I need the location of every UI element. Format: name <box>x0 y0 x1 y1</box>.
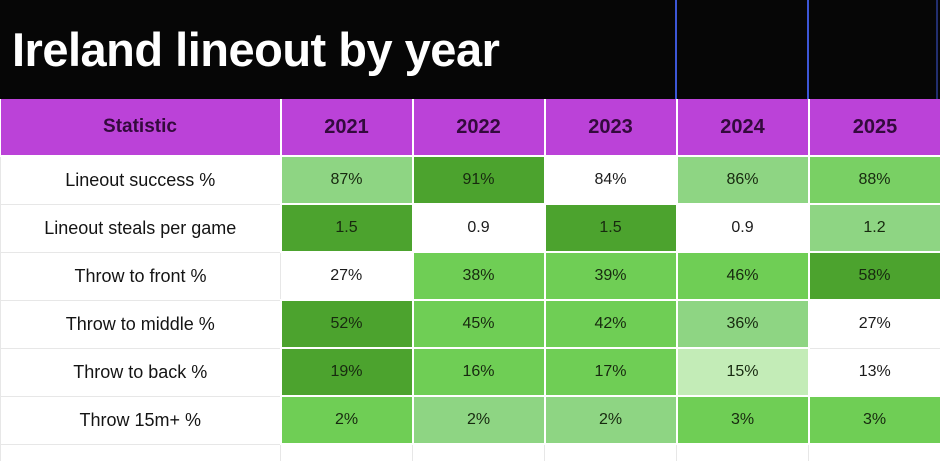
empty-cell <box>544 443 677 461</box>
title-bar: Ireland lineout by year <box>0 0 940 99</box>
value-cell: 13% <box>808 347 940 397</box>
value-cell: 19% <box>279 347 414 397</box>
value-cell: 39% <box>543 251 678 301</box>
empty-cell <box>412 443 545 461</box>
value-cell: 0.9 <box>412 203 545 253</box>
table-row: Lineout success % 87% 91% 84% 86% 88% <box>0 155 940 205</box>
value-cell: 52% <box>279 299 414 349</box>
value-cell: 86% <box>675 155 810 205</box>
value-cell: 1.5 <box>279 203 414 253</box>
stats-table: Statistic 2021 2022 2023 2024 2025 Lineout su… <box>0 99 940 461</box>
value-cell: 42% <box>543 299 678 349</box>
column-guide-line <box>675 0 677 99</box>
value-cell: 15% <box>675 347 810 397</box>
column-guide-line <box>807 0 809 99</box>
table-row: Throw to middle % 52% 45% 42% 36% 27% <box>0 299 940 349</box>
stat-label-cell: Throw to back % <box>0 347 281 397</box>
value-cell: 36% <box>675 299 810 349</box>
right-edge-guide-line <box>936 0 938 99</box>
value-cell: 0.9 <box>676 203 809 253</box>
stat-label-cell: Throw to front % <box>0 251 281 301</box>
value-cell: 84% <box>544 155 677 205</box>
value-cell: 27% <box>280 251 413 301</box>
column-header-2023: 2023 <box>543 99 678 157</box>
stat-label-cell: Lineout success % <box>0 155 281 205</box>
value-cell: 88% <box>807 155 940 205</box>
value-cell: 45% <box>411 299 546 349</box>
value-cell: 27% <box>808 299 940 349</box>
table-row: Lineout steals per game 1.5 0.9 1.5 0.9 1.2 <box>0 203 940 253</box>
column-header-2025: 2025 <box>807 99 940 157</box>
stat-label-cell: Throw 15m+ % <box>0 395 281 445</box>
empty-cell <box>0 443 281 461</box>
value-cell: 38% <box>411 251 546 301</box>
value-cell: 46% <box>675 251 810 301</box>
value-cell: 1.2 <box>807 203 940 253</box>
value-cell: 17% <box>543 347 678 397</box>
table-row: Throw to front % 27% 38% 39% 46% 58% <box>0 251 940 301</box>
column-header-2022: 2022 <box>411 99 546 157</box>
value-cell: 91% <box>411 155 546 205</box>
value-cell: 1.5 <box>543 203 678 253</box>
footer-row: Source: Opta <box>0 443 940 461</box>
stat-label-cell: Throw to middle % <box>0 299 281 349</box>
source-credit: Source: Opta <box>808 443 940 461</box>
value-cell: 16% <box>411 347 546 397</box>
column-header-2021: 2021 <box>279 99 414 157</box>
value-cell: 2% <box>411 395 546 445</box>
stat-label-cell: Lineout steals per game <box>0 203 281 253</box>
value-cell: 2% <box>279 395 414 445</box>
column-header-2024: 2024 <box>675 99 810 157</box>
value-cell: 3% <box>675 395 810 445</box>
column-header-statistic: Statistic <box>0 99 282 157</box>
table-row: Throw 15m+ % 2% 2% 2% 3% 3% <box>0 395 940 445</box>
empty-cell <box>676 443 809 461</box>
value-cell: 87% <box>279 155 414 205</box>
table-row: Throw to back % 19% 16% 17% 15% 13% <box>0 347 940 397</box>
value-cell: 58% <box>807 251 940 301</box>
empty-cell <box>280 443 413 461</box>
value-cell: 2% <box>543 395 678 445</box>
table-header-row: Statistic 2021 2022 2023 2024 2025 <box>0 99 940 157</box>
page-title: Ireland lineout by year <box>12 23 500 76</box>
value-cell: 3% <box>807 395 940 445</box>
